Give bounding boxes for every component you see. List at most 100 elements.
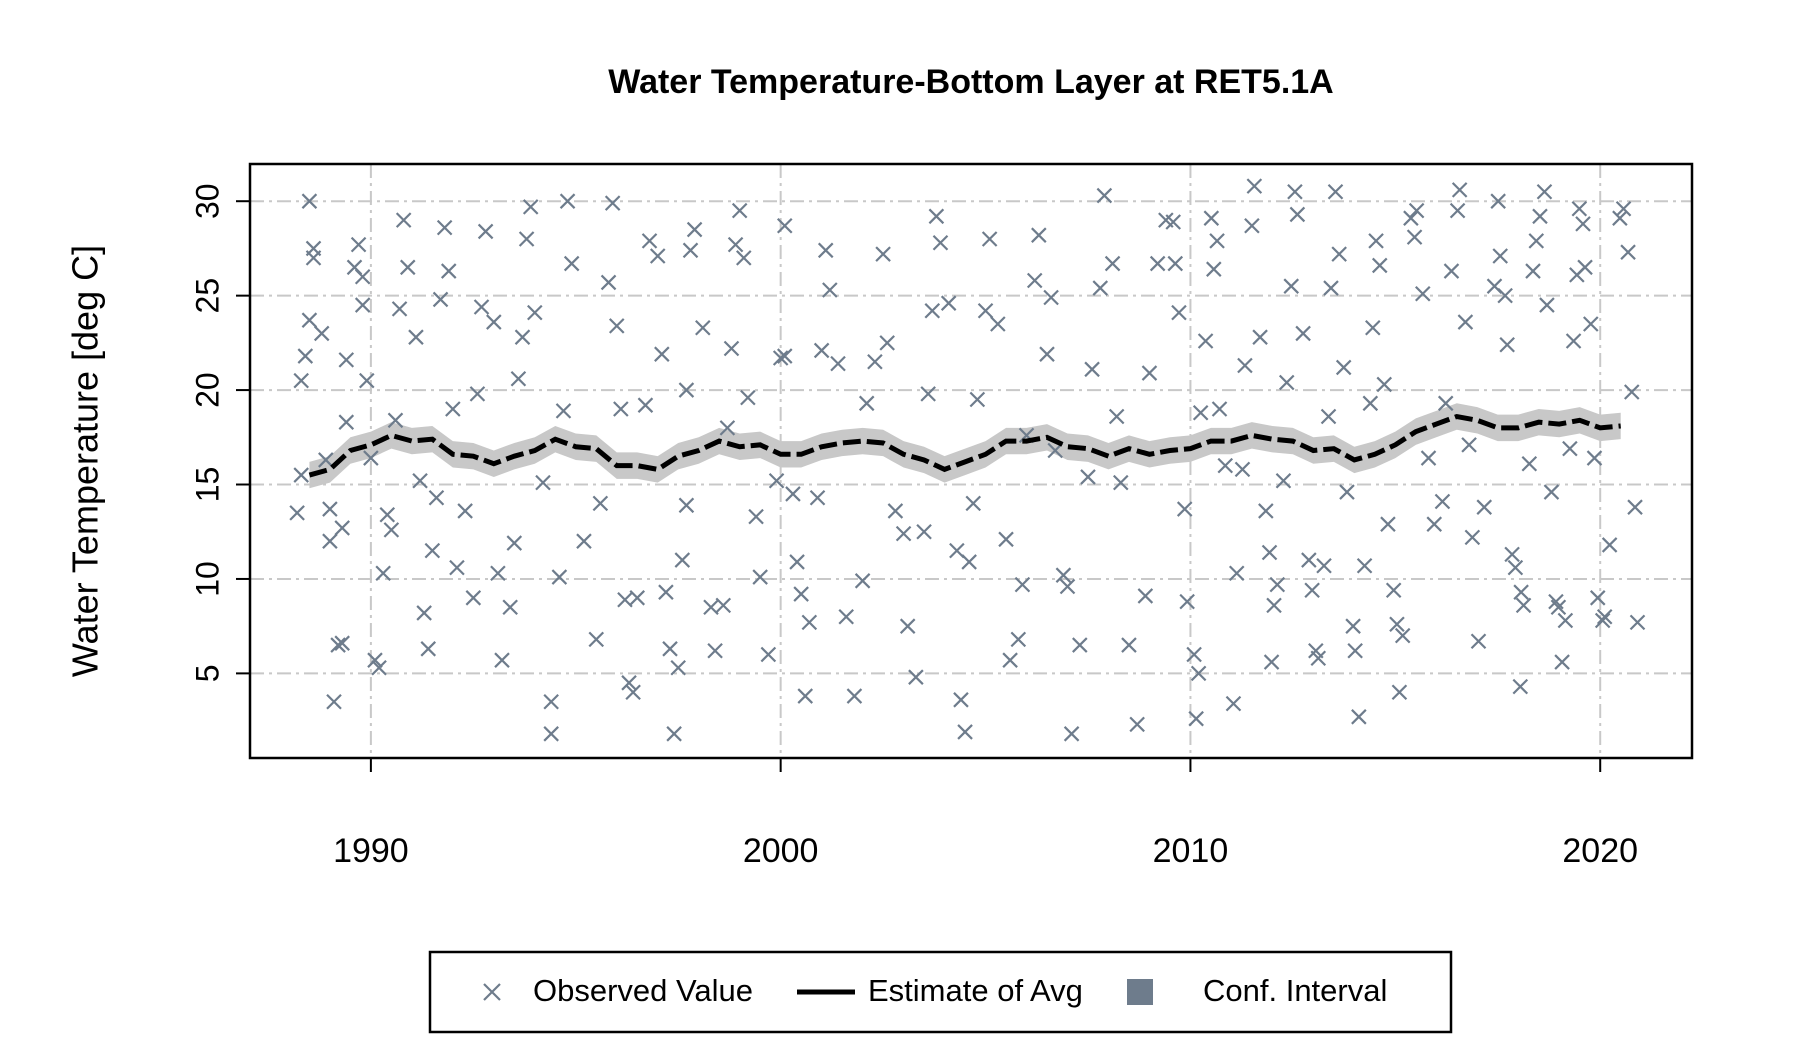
legend-label: Observed Value (533, 973, 753, 1008)
observed-point (1339, 484, 1355, 500)
observed-point (1457, 314, 1474, 330)
observed-point (1550, 599, 1567, 616)
observed-point (1492, 248, 1509, 264)
observed-point (551, 569, 568, 585)
observed-point (375, 565, 391, 582)
observed-point (961, 554, 977, 570)
observed-point (449, 559, 465, 576)
observed-point (1112, 474, 1129, 491)
observed-point (1063, 726, 1080, 742)
observed-point (727, 236, 744, 253)
observed-point (412, 472, 428, 489)
observed-point (1026, 272, 1043, 289)
observed-point (1420, 450, 1437, 466)
observed-point (1497, 287, 1513, 304)
observed-point (1620, 244, 1636, 260)
observed-point (559, 193, 576, 209)
observed-point (813, 342, 830, 359)
observed-point (1476, 499, 1493, 515)
observed-point (801, 614, 818, 631)
observed-point (1612, 210, 1628, 226)
observed-point (1507, 559, 1524, 576)
confidence-band (309, 403, 1621, 489)
observed-point (395, 212, 412, 228)
observed-point (1406, 229, 1423, 245)
observed-point (1304, 582, 1320, 599)
observed-point (301, 312, 318, 328)
observed-point (354, 297, 371, 313)
observed-point (1565, 333, 1582, 349)
observed-point (1316, 557, 1332, 574)
observed-point (1209, 233, 1225, 249)
x-tick-label: 2000 (743, 832, 819, 870)
observed-point (670, 659, 686, 676)
observed-point (916, 523, 932, 540)
observed-point (1217, 457, 1234, 474)
observed-point (695, 319, 711, 336)
observed-point (600, 274, 617, 291)
observed-point (354, 268, 371, 285)
observed-point (1365, 319, 1381, 336)
observed-point (432, 291, 449, 308)
observed-point (1371, 257, 1388, 274)
observed-point (604, 195, 621, 211)
observed-point (1171, 304, 1187, 321)
observed-point (1356, 557, 1373, 574)
observed-point (1515, 597, 1532, 614)
observed-point (322, 533, 338, 549)
observed-point (1368, 233, 1384, 249)
observed-point (1010, 631, 1027, 648)
observed-point (1532, 208, 1548, 225)
observed-point (1320, 408, 1337, 425)
observed-point (1513, 584, 1529, 600)
observed-point (858, 395, 875, 412)
observed-point (1165, 214, 1181, 230)
observed-point (1197, 333, 1214, 349)
observed-point (658, 584, 674, 600)
observed-point (654, 346, 670, 362)
observed-point (1623, 384, 1640, 400)
observed-point (1190, 665, 1207, 682)
observed-point (1499, 336, 1515, 353)
observed-point (301, 193, 318, 209)
x-tick-label: 2010 (1153, 832, 1229, 870)
observed-point (830, 355, 846, 372)
observed-point (1031, 227, 1047, 243)
observed-point (490, 565, 506, 582)
y-tick-label: 5 (189, 664, 225, 682)
observed-point (297, 348, 314, 364)
observed-point (543, 726, 559, 742)
observed-point (1362, 395, 1379, 412)
observed-point (408, 329, 424, 345)
observed-point (1129, 716, 1145, 733)
estimate-line (308, 413, 1621, 478)
observed-point (1289, 206, 1306, 223)
observed-point (1575, 216, 1591, 232)
observed-point (334, 635, 350, 651)
observed-point (1263, 654, 1280, 670)
observed-point (1589, 590, 1606, 606)
observed-point (1043, 289, 1059, 306)
observed-point (789, 554, 805, 570)
observed-point (1394, 627, 1411, 644)
observed-point (731, 202, 748, 219)
observed-point (445, 401, 461, 417)
observed-point (879, 335, 895, 351)
observed-point (928, 208, 945, 225)
observed-point (1252, 329, 1268, 345)
observed-point (1408, 202, 1425, 219)
y-tick-label: 20 (189, 372, 225, 408)
observed-point (383, 522, 400, 538)
y-tick-label: 15 (189, 467, 225, 503)
observed-point (1449, 202, 1466, 219)
observed-point (428, 489, 445, 506)
observed-point (703, 599, 719, 616)
observed-point (522, 199, 539, 215)
observed-point (1470, 633, 1487, 650)
observed-point (1237, 357, 1253, 374)
y-tick-label: 30 (189, 183, 225, 219)
observed-point (920, 386, 936, 402)
observed-point (674, 552, 691, 568)
observed-point (1434, 493, 1451, 510)
